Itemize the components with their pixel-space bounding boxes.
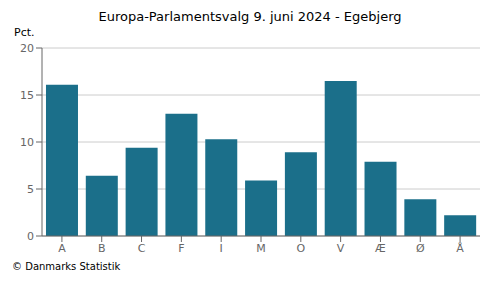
svg-text:15: 15 <box>20 89 34 102</box>
svg-text:I: I <box>220 242 223 255</box>
svg-text:5: 5 <box>27 183 34 196</box>
svg-text:Å: Å <box>456 242 464 255</box>
svg-text:V: V <box>337 242 345 255</box>
svg-text:A: A <box>58 242 66 255</box>
svg-text:Æ: Æ <box>375 242 386 255</box>
html-text:© Danmarks Statistik: © Danmarks Statistik <box>12 261 121 272</box>
html-text:Europa-Parlamentsvalg 9. juni: Europa-Parlamentsvalg 9. juni 2024 - Ege… <box>98 9 402 24</box>
svg-text:O: O <box>296 242 305 255</box>
html-text:Pct.: Pct. <box>14 26 35 39</box>
svg-text:20: 20 <box>20 42 34 55</box>
svg-text:B: B <box>98 242 106 255</box>
svg-text:M: M <box>256 242 266 255</box>
svg-text:10: 10 <box>20 136 34 149</box>
svg-text:Ø: Ø <box>416 242 425 255</box>
svg-text:F: F <box>178 242 184 255</box>
svg-text:0: 0 <box>27 230 34 243</box>
svg-text:C: C <box>138 242 146 255</box>
